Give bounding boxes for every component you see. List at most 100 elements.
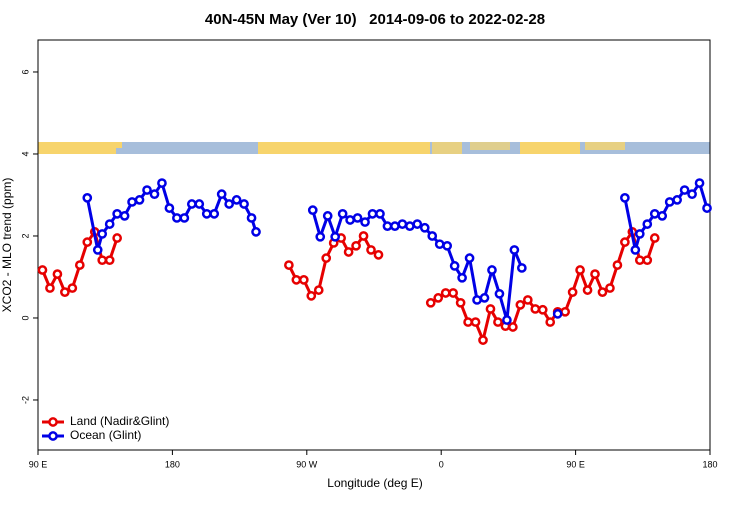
data-point bbox=[494, 288, 505, 299]
data-point bbox=[434, 239, 445, 250]
data-point bbox=[479, 293, 490, 303]
legend-label: Ocean (Glint) bbox=[70, 428, 141, 442]
data-point bbox=[119, 211, 130, 221]
data-point bbox=[60, 287, 70, 297]
data-point bbox=[493, 317, 503, 327]
data-point bbox=[702, 203, 712, 213]
data-point bbox=[112, 233, 122, 243]
data-point bbox=[142, 185, 152, 195]
data-point bbox=[672, 195, 682, 205]
data-point bbox=[590, 269, 600, 279]
data-point bbox=[239, 199, 249, 209]
data-point bbox=[345, 215, 355, 225]
data-point bbox=[313, 285, 324, 295]
data-point bbox=[291, 275, 302, 285]
data-point bbox=[630, 245, 641, 255]
data-point bbox=[321, 253, 332, 263]
data-point bbox=[284, 260, 294, 270]
data-point bbox=[687, 189, 697, 200]
data-point bbox=[649, 233, 660, 243]
data-point bbox=[694, 178, 705, 188]
data-point bbox=[390, 221, 400, 231]
data-point bbox=[172, 213, 182, 223]
data-point bbox=[352, 213, 363, 223]
data-point bbox=[509, 245, 520, 255]
legend-label: Land (Nadir&Glint) bbox=[70, 414, 169, 428]
data-point bbox=[502, 315, 512, 325]
y-tick-label: -2 bbox=[20, 396, 30, 404]
data-point bbox=[209, 208, 220, 219]
data-point bbox=[104, 255, 115, 266]
data-point bbox=[45, 283, 55, 293]
data-point bbox=[397, 219, 408, 229]
data-point bbox=[404, 221, 415, 231]
data-point bbox=[194, 199, 205, 209]
data-point bbox=[74, 260, 85, 270]
x-tick-label: 90 E bbox=[29, 459, 48, 469]
data-point bbox=[337, 208, 348, 219]
data-point bbox=[612, 260, 623, 270]
data-point bbox=[472, 295, 482, 305]
data-point bbox=[82, 193, 93, 203]
legend-marker bbox=[48, 431, 58, 441]
data-point bbox=[649, 208, 660, 219]
data-point bbox=[157, 178, 167, 188]
data-point bbox=[315, 231, 326, 242]
data-point bbox=[560, 306, 570, 317]
data-point bbox=[478, 335, 488, 345]
data-point bbox=[251, 227, 261, 237]
data-point bbox=[52, 269, 63, 279]
data-point bbox=[127, 197, 137, 207]
data-point bbox=[343, 247, 354, 257]
y-tick-label: 0 bbox=[20, 315, 30, 320]
data-point bbox=[104, 219, 115, 229]
data-point bbox=[164, 203, 175, 213]
data-point bbox=[216, 189, 227, 200]
data-point bbox=[575, 265, 585, 275]
data-point bbox=[516, 263, 527, 273]
x-tick-label: 90 W bbox=[296, 459, 318, 469]
data-point bbox=[307, 205, 318, 215]
x-tick-label: 0 bbox=[439, 459, 444, 469]
data-point bbox=[487, 265, 497, 275]
data-point bbox=[620, 237, 630, 247]
data-point bbox=[298, 275, 309, 285]
x-tick-label: 90 E bbox=[566, 459, 585, 469]
data-point bbox=[179, 213, 190, 223]
data-point bbox=[427, 231, 438, 241]
data-point bbox=[485, 304, 496, 314]
y-tick-label: 2 bbox=[20, 233, 30, 238]
x-tick-label: 180 bbox=[702, 459, 717, 469]
y-tick-label: 4 bbox=[20, 151, 30, 156]
land-mask-strip bbox=[38, 142, 710, 154]
data-point bbox=[457, 272, 467, 283]
data-point bbox=[92, 245, 103, 255]
data-point bbox=[642, 219, 653, 229]
data-point bbox=[642, 255, 653, 266]
data-point bbox=[360, 217, 370, 227]
data-point bbox=[425, 297, 436, 308]
x-axis-label: Longitude (deg E) bbox=[327, 476, 422, 490]
plot-frame bbox=[37, 39, 711, 451]
data-point bbox=[597, 287, 608, 297]
data-point bbox=[412, 219, 423, 229]
y-tick-label: 6 bbox=[20, 69, 30, 74]
data-point bbox=[449, 261, 460, 271]
data-point bbox=[97, 255, 108, 266]
data-point bbox=[67, 283, 78, 293]
data-point bbox=[657, 211, 668, 221]
data-point bbox=[134, 195, 145, 205]
data-point bbox=[322, 211, 333, 221]
data-point bbox=[634, 229, 645, 239]
data-point bbox=[552, 309, 563, 319]
data-point bbox=[463, 317, 473, 327]
data-point bbox=[440, 288, 451, 298]
data-point bbox=[97, 229, 108, 239]
data-point bbox=[470, 317, 481, 327]
data-point bbox=[455, 297, 466, 308]
data-point bbox=[582, 285, 593, 295]
data-point bbox=[306, 290, 317, 301]
data-point bbox=[373, 249, 384, 260]
